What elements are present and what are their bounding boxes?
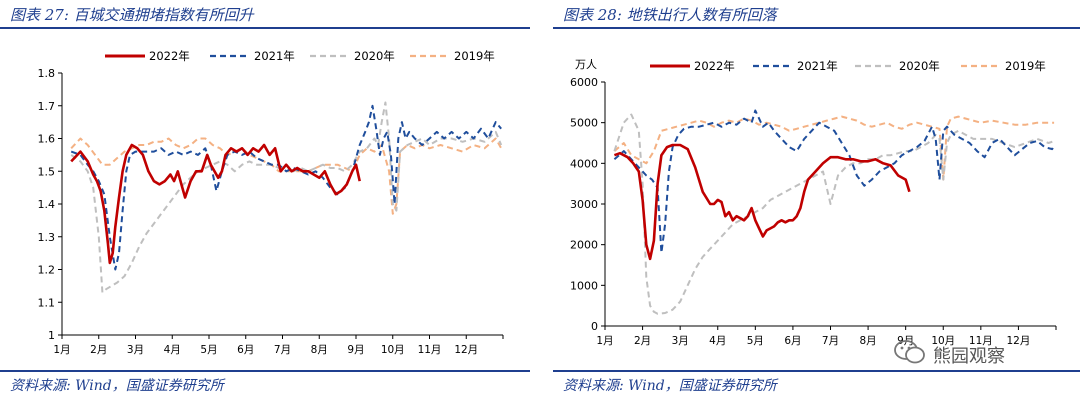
series-line-s2022 [70, 143, 361, 265]
title-rule [0, 27, 530, 29]
x-tick-label: 11月 [969, 335, 993, 347]
subway-ridership-chart: 0 1000 2000 3000 4000 5000 6000 1月 2月 3月 4月 5月 6月 7月 8… [570, 58, 1057, 347]
watermark-text: 熊园观察 [933, 346, 1005, 367]
x-tick-label: 9月 [347, 344, 364, 356]
legend-label-s2019: 2019年 [454, 49, 495, 63]
y-tick-label: 5000 [570, 117, 598, 130]
x-tick-label: 12月 [454, 344, 478, 356]
series-line-s2019 [613, 115, 1055, 181]
y-tick-label: 1.2 [38, 264, 56, 277]
x-tick-label: 7月 [274, 344, 291, 356]
legend-label-s2020: 2020年 [899, 59, 940, 73]
series-line-s2022 [613, 143, 911, 261]
y-axis-label: 万人 [575, 58, 597, 71]
legend-label-s2022: 2022年 [694, 59, 735, 73]
x-tick-label: 10月 [931, 335, 955, 347]
x-tick-label: 8月 [311, 344, 328, 356]
legend-label-s2021: 2021年 [797, 59, 838, 73]
source-rule [0, 370, 530, 372]
x-tick-label: 3月 [127, 344, 144, 356]
wechat-icon [894, 340, 925, 364]
watermark: 熊园观察 [893, 338, 1080, 368]
y-tick-label: 1.5 [38, 165, 56, 178]
legend-label-s2022: 2022年 [149, 49, 190, 63]
series-line-s2020 [613, 113, 1055, 315]
x-tick-label: 12月 [1006, 335, 1030, 347]
right-panel: 图表 28: 地铁出行人数有所回落 0 1000 2000 3000 4000 5000 6… [553, 0, 1080, 401]
x-tick-label: 3月 [672, 335, 689, 347]
y-tick-label: 1.7 [38, 100, 56, 113]
x-tick-label: 10月 [381, 344, 405, 356]
y-tick-label: 1000 [570, 279, 598, 292]
x-tick-label: 6月 [784, 335, 801, 347]
x-tick-label: 6月 [237, 344, 254, 356]
y-tick-label: 6000 [570, 76, 598, 89]
source-rule [553, 370, 1080, 372]
y-tick-label: 2000 [570, 239, 598, 252]
y-tick-label: 1.8 [38, 67, 56, 80]
x-tick-label: 5月 [200, 344, 217, 356]
x-tick-label: 11月 [418, 344, 442, 356]
y-tick-label: 3000 [570, 198, 598, 211]
y-tick-label: 1 [48, 329, 55, 342]
y-tick-label: 1.1 [38, 296, 56, 309]
series-line-s2019 [70, 137, 503, 215]
x-tick-label: 7月 [822, 335, 839, 347]
series-line-s2021 [70, 104, 502, 271]
y-tick-label: 1.4 [38, 198, 56, 211]
traffic-congestion-chart: 1 1.1 1.2 1.3 1.4 1.5 1.6 1.7 1.8 1月 2月 3月 4月 5月 6月 7月 8… [38, 49, 504, 356]
y-tick-label: 1.3 [38, 231, 56, 244]
x-tick-label: 4月 [709, 335, 726, 347]
chart-title: 图表 28: 地铁出行人数有所回落 [563, 6, 777, 24]
source-note: 资料来源: Wind，国盛证券研究所 [10, 378, 224, 394]
x-tick-label: 5月 [747, 335, 764, 347]
x-tick-label: 2月 [90, 344, 107, 356]
x-tick-label: 8月 [859, 335, 876, 347]
chart-title: 图表 27: 百城交通拥堵指数有所回升 [10, 6, 254, 24]
y-tick-label: 1.6 [38, 133, 56, 146]
left-panel: 图表 27: 百城交通拥堵指数有所回升 1 1.1 1.2 1.3 1.4 1.5 1.6 1… [0, 0, 530, 401]
x-tick-label: 1月 [53, 344, 70, 356]
legend-label-s2021: 2021年 [254, 49, 295, 63]
y-tick-label: 0 [591, 320, 598, 333]
x-tick-label: 1月 [596, 335, 613, 347]
x-tick-label: 4月 [164, 344, 181, 356]
title-rule [553, 27, 1080, 29]
series-line-s2021 [613, 109, 1056, 254]
series-line-s2020 [70, 101, 503, 294]
legend-label-s2020: 2020年 [354, 49, 395, 63]
source-note: 资料来源: Wind，国盛证券研究所 [563, 378, 777, 394]
legend-label-s2019: 2019年 [1005, 59, 1046, 73]
x-tick-label: 2月 [634, 335, 651, 347]
y-tick-label: 4000 [570, 157, 598, 170]
